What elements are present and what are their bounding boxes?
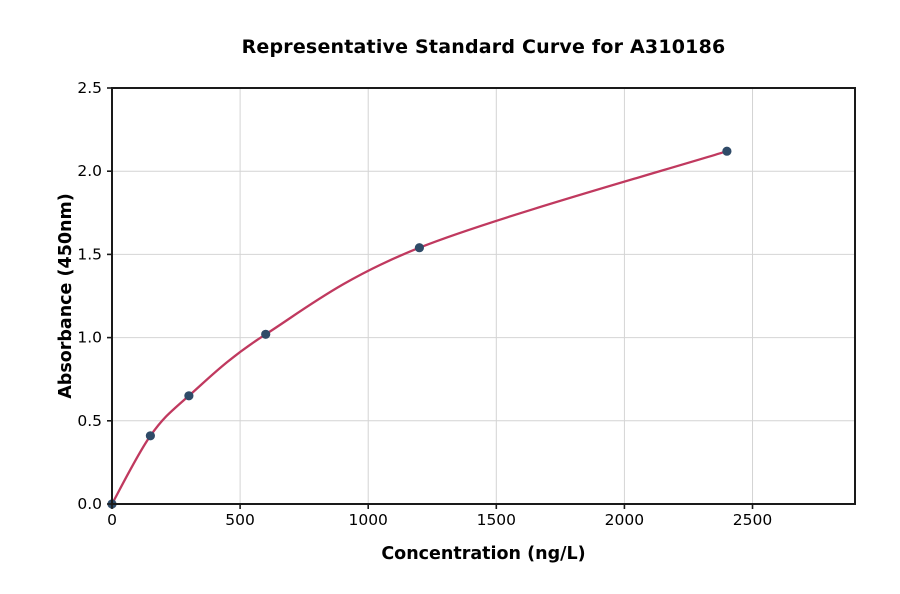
x-tick-label: 2500	[733, 511, 772, 529]
y-tick-label: 2.5	[77, 79, 102, 97]
x-axis-label: Concentration (ng/L)	[381, 544, 586, 564]
data-point	[145, 431, 155, 441]
data-point	[261, 329, 271, 339]
x-tick-label: 0	[107, 511, 117, 529]
chart-title: Representative Standard Curve for A31018…	[241, 36, 726, 58]
data-point	[722, 146, 732, 156]
y-tick-label: 1.0	[77, 329, 102, 347]
fitted-curve	[110, 150, 729, 506]
x-tick-label: 500	[225, 511, 255, 529]
x-tick-label: 1500	[477, 511, 516, 529]
y-tick-label: 0.0	[77, 495, 102, 513]
x-tick-label: 1000	[348, 511, 387, 529]
data-point	[414, 243, 424, 253]
y-tick-label: 2.0	[77, 162, 102, 180]
y-tick-label: 0.5	[77, 412, 102, 430]
data-point	[184, 391, 194, 401]
x-tick-label: 2000	[605, 511, 644, 529]
y-tick-label: 1.5	[77, 245, 102, 263]
axes-frame	[111, 87, 856, 505]
